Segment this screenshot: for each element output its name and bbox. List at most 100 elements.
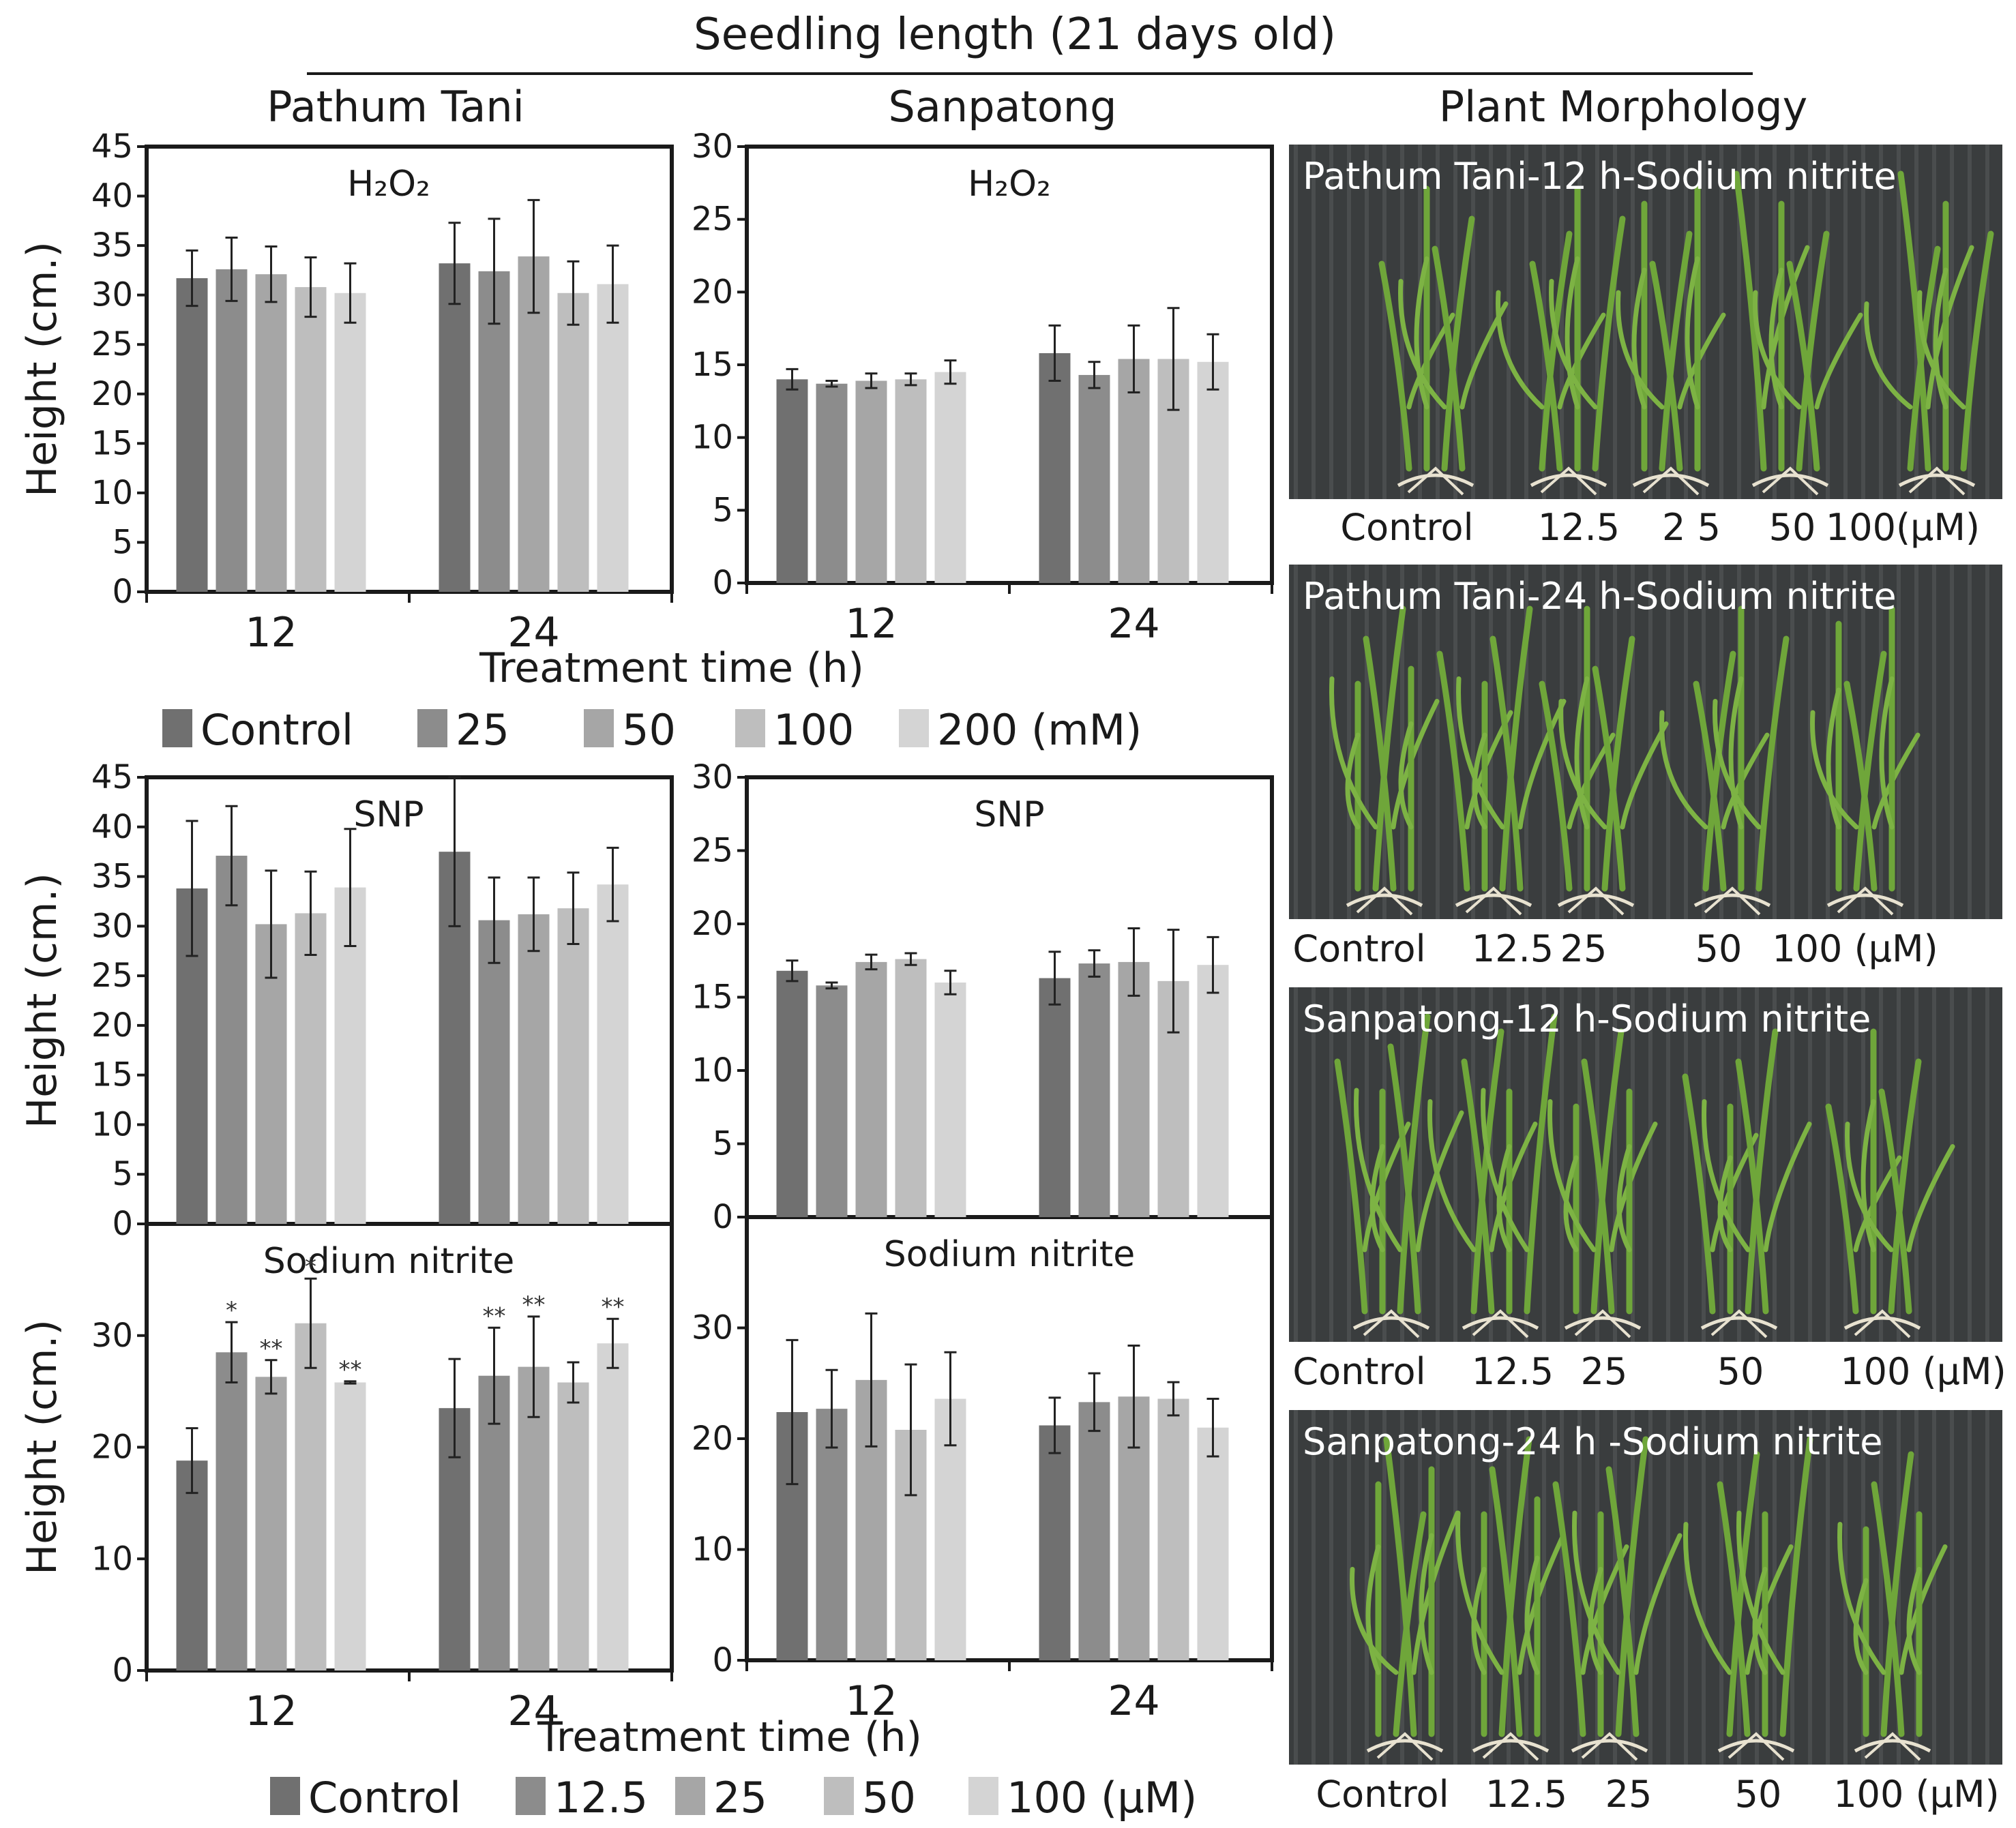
seedling-leaf: [1572, 1510, 1621, 1675]
y-tick-label: 45: [91, 758, 133, 796]
y-axis-title: Height (cm.): [18, 873, 66, 1128]
bar: [176, 278, 208, 592]
y-tick-label: 25: [692, 200, 733, 239]
photo-panel: Pathum Tani-12 h-Sodium nitrite Control 12…: [1289, 145, 2002, 549]
seedling-root: [1826, 893, 1904, 908]
seedling-leaf: [1633, 1533, 1683, 1675]
plot-frame: [145, 775, 674, 1226]
seedling-leaf: [1350, 1567, 1399, 1675]
x-category-label: 12: [845, 1677, 897, 1725]
photo-tick-label: Control: [1316, 1773, 1449, 1816]
legend-swatch: [417, 709, 447, 747]
seedling-leaf: [1682, 1073, 1716, 1315]
photo-tick-label: 100 (μM): [1840, 1350, 2006, 1393]
seedling-leaf: [1871, 732, 1921, 830]
plant-morphology-photos: Pathum Tani-12 h-Sodium nitrite Control 12…: [1289, 145, 2006, 1816]
seedling-leaf: [1906, 1567, 1922, 1675]
seedling-root: [1728, 1732, 1785, 1761]
legend-label: 50: [622, 705, 676, 755]
bar: [934, 983, 966, 1217]
seedling-leaf: [1837, 1522, 1886, 1675]
bar: [557, 1382, 589, 1670]
legend-label: Control: [308, 1773, 461, 1823]
legend-swatch: [824, 1777, 854, 1815]
y-tick-label: 40: [91, 808, 133, 846]
seedling-leaf: [1524, 1555, 1540, 1675]
seedling-root: [1472, 1739, 1550, 1753]
y-tick-label: 10: [91, 1105, 133, 1143]
seedling-root: [1700, 1316, 1778, 1330]
legend-swatch: [584, 709, 614, 747]
bar: [816, 383, 848, 583]
bar: [855, 961, 887, 1217]
bar: [855, 380, 887, 583]
photo-tick-label: 12.5: [1538, 506, 1620, 549]
photo-tick-label: 50: [1717, 1350, 1764, 1393]
seedling-leaf: [1383, 1436, 1417, 1737]
x-category-label: 24: [1108, 600, 1159, 648]
seedling-leaf: [1563, 1155, 1579, 1253]
legend-label: 100: [773, 705, 854, 755]
bar: [176, 1460, 208, 1670]
seedling-leaf: [1369, 1144, 1385, 1253]
seedling-leaf: [1933, 267, 1948, 410]
y-tick-label: 30: [692, 1309, 733, 1347]
chart-pathum-snp: 0 5 10 15 20 25 30 35 40 45 Height (cm.) SNP: [18, 758, 674, 1243]
bar: [1078, 374, 1110, 583]
legend-swatch: [516, 1777, 546, 1815]
seedling-leaf: [1713, 699, 1762, 830]
legend-label: 25: [713, 1773, 767, 1823]
seedling-root: [1346, 893, 1423, 908]
bar: [255, 274, 287, 592]
seedling-root: [1356, 886, 1413, 916]
photo-tick-label: Control: [1292, 927, 1425, 970]
seedling-leaf: [1659, 710, 1708, 830]
bar: [1078, 963, 1110, 1217]
seedling-leaf: [1496, 1144, 1512, 1253]
panel-title: SNP: [974, 794, 1044, 835]
seedling-leaf: [1786, 260, 1820, 472]
seedling-leaf: [1960, 230, 1994, 472]
seedling-leaf: [1565, 256, 1580, 410]
y-tick-label: 40: [91, 177, 133, 215]
seedling-leaf: [1779, 1436, 1813, 1737]
y-axis-title: Height (cm.): [18, 1319, 66, 1575]
seedling-root: [1363, 1309, 1420, 1338]
bar: [295, 1323, 327, 1670]
bar: [597, 284, 629, 592]
photo-label: Sanpatong-24 h -Sodium nitrite: [1303, 1420, 1883, 1463]
panel-title: H₂O₂: [968, 164, 1051, 205]
bar: [478, 920, 510, 1224]
seedling-leaf: [1906, 1144, 1955, 1253]
seedling-leaf: [1592, 665, 1626, 892]
seedling-leaf: [1398, 721, 1414, 830]
y-tick-label: 10: [91, 474, 133, 512]
legend-swatch: [675, 1777, 705, 1815]
photo-tick-label: Control: [1292, 1350, 1425, 1393]
x-axis-title-top: Treatment time (h): [479, 644, 864, 692]
seedling-root: [1864, 1732, 1921, 1761]
seedling-leaf: [1721, 732, 1770, 830]
photo-label: Pathum Tani-24 h-Sodium nitrite: [1303, 575, 1897, 618]
bar: [1039, 353, 1071, 583]
seedling-root: [1376, 1732, 1434, 1761]
legend-label: 25: [456, 705, 509, 755]
y-axis-title: Height (cm.): [18, 241, 66, 497]
photo-panel: Sanpatong-24 h -Sodium nitrite Control 12.…: [1289, 1410, 2002, 1816]
chart-sanpatong-h2o2: 0 5 10 15 20 25 30 H₂O₂ 12 24: [692, 128, 1274, 648]
seedling-leaf: [1391, 699, 1440, 830]
seedling-root: [1843, 1316, 1921, 1330]
seedling-leaf: [1631, 267, 1647, 410]
seedling-root: [1693, 893, 1771, 908]
panel-title: Sodium nitrite: [263, 1241, 514, 1282]
seedling-leaf: [1659, 230, 1693, 472]
seedling-root: [1366, 1739, 1444, 1753]
seedling-root: [1407, 466, 1464, 496]
y-tick-label: 10: [692, 1531, 733, 1569]
y-tick-label: 20: [692, 1420, 733, 1458]
panel-title: Sodium nitrite: [884, 1234, 1135, 1275]
photo-tick-label: 12.5: [1472, 927, 1554, 970]
seedling-root: [1837, 886, 1894, 916]
seedling-root: [1482, 1732, 1539, 1761]
